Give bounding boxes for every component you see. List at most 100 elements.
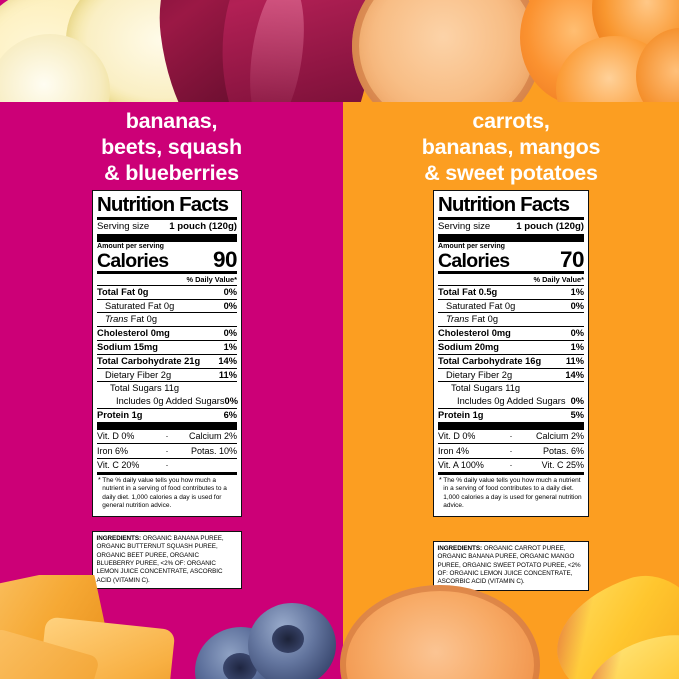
separator-dot: · — [165, 445, 169, 456]
serving-size-value: 1 pouch (120g) — [516, 221, 584, 232]
vitamin-left: Vit. D 0% — [438, 431, 476, 442]
nutrient-row: Dietary Fiber 2g 11% — [97, 369, 237, 382]
vitamin-left: Vit. A 100% — [438, 459, 484, 470]
nutrient-dv: 5% — [570, 409, 584, 420]
blueberry-crown — [272, 625, 304, 653]
vitamin-right: Calcium 2% — [535, 431, 584, 442]
nutrient-label: Trans Fat 0g — [446, 314, 499, 325]
flavor-title-line: & blueberries — [104, 161, 239, 186]
nutrient-row: Total Fat 0.5g 1% — [438, 286, 584, 299]
separator-dot: · — [509, 445, 513, 456]
vitamin-right: Vit. C 25% — [541, 459, 584, 470]
daily-value-header: % Daily Value* — [533, 275, 584, 285]
nutrient-row: Trans Fat 0g — [97, 313, 237, 326]
top-food-photo-strip — [0, 0, 679, 102]
calories-label: Calories — [97, 249, 169, 272]
nutrient-label: Includes 0g Added Sugars — [457, 396, 566, 407]
calories-row: Calories 70 — [438, 246, 585, 272]
vitamin-left: Iron 6% — [97, 445, 129, 456]
nutrient-dv: 1% — [570, 342, 584, 353]
nutrient-dv: 1% — [570, 286, 584, 297]
nutrient-label: Cholesterol 0mg — [97, 328, 170, 339]
right-ingredients-box: INGREDIENTS: ORGANIC CARROT PUREE, ORGAN… — [433, 541, 589, 591]
nutrient-row: Total Carbohydrate 21g 14% — [97, 355, 237, 368]
flavor-title-line: carrots, — [472, 109, 550, 133]
nutrient-label: Includes 0g Added Sugars — [116, 396, 225, 407]
separator-dot: · — [509, 459, 513, 470]
calories-label: Calories — [438, 249, 510, 272]
nutrient-row: Trans Fat 0g — [438, 313, 584, 326]
nutrient-dv: 0% — [570, 300, 584, 311]
nutrient-label: Total Sugars 11g — [451, 383, 521, 394]
nutrient-dv: 11% — [218, 369, 237, 380]
nutrient-label: Dietary Fiber 2g — [446, 369, 513, 380]
sweet-potato-skin-rim — [352, 0, 542, 102]
vitamin-row: Vit. D 0% · Calcium 2% — [438, 430, 584, 443]
vitamin-row: Iron 4% · Potas. 6% — [438, 444, 584, 457]
nutrient-row: Saturated Fat 0g 0% — [438, 300, 584, 313]
nutrient-row: Total Fat 0g 0% — [97, 286, 237, 299]
flavor-title-line: bananas, mangos — [421, 135, 601, 160]
nutrient-label: Total Sugars 11g — [110, 383, 180, 394]
serving-size-row: Serving size 1 pouch (120g) — [438, 220, 584, 234]
flavor-title-line: bananas, — [125, 109, 218, 133]
nutrient-dv: 0% — [570, 328, 584, 339]
calories-row: Calories 90 — [97, 246, 238, 272]
nutrient-row: Cholesterol 0mg 0% — [438, 327, 584, 340]
nutrition-facts-title: Nutrition Facts — [438, 193, 570, 216]
footnote-asterisk: * — [439, 476, 442, 484]
left-nutrition-facts-label: Nutrition Facts Serving size 1 pouch (12… — [92, 190, 242, 518]
nutrient-row: Sodium 20mg 1% — [438, 341, 584, 354]
vitamin-right: Potas. 10% — [190, 445, 237, 456]
separator-dot: · — [165, 431, 169, 442]
nutrient-dv: 0% — [223, 300, 237, 311]
nutrient-row: Saturated Fat 0g 0% — [97, 300, 237, 313]
nutrient-label: Saturated Fat 0g — [105, 300, 175, 311]
ingredients-text: ORGANIC CARROT PUREE, ORGANIC BANANA PUR… — [437, 545, 581, 586]
bottom-food-photo-strip — [0, 575, 679, 679]
nutrient-label: Cholesterol 0mg — [438, 328, 511, 339]
nutrient-label: Total Fat 0.5g — [438, 286, 498, 297]
nutrient-dv: 0% — [223, 328, 237, 339]
nutrient-row: Sodium 15mg 1% — [97, 341, 237, 354]
flavor-title-line: & sweet potatoes — [424, 161, 598, 186]
serving-size-row: Serving size 1 pouch (120g) — [97, 220, 237, 234]
nutrient-label: Sodium 15mg — [97, 342, 158, 353]
separator-dot: · — [509, 431, 513, 442]
vitamin-right: Calcium 2% — [188, 431, 237, 442]
ingredients-text: ORGANIC BANANA PUREE, ORGANIC BUTTERNUT … — [96, 535, 224, 584]
nutrition-facts-title: Nutrition Facts — [97, 193, 229, 216]
right-flavor-title: carrots, bananas, mangos & sweet potatoe… — [343, 108, 679, 187]
nutrient-label: Protein 1g — [97, 409, 143, 420]
sweet-potato-skin-rim — [340, 585, 540, 679]
nutrient-row: Total Carbohydrate 16g 11% — [438, 355, 584, 368]
vitamin-row: Iron 6% · Potas. 10% — [97, 444, 237, 457]
vitamin-left: Iron 4% — [438, 445, 470, 456]
nutrient-label: Protein 1g — [438, 409, 484, 420]
footnote-text: The % daily value tells you how much a n… — [102, 476, 227, 509]
daily-value-footnote: * The % daily value tells you how much a… — [97, 475, 237, 513]
amount-per-serving-label: Amount per serving — [438, 241, 506, 250]
left-flavor-title: bananas, beets, squash & blueberries — [0, 108, 343, 187]
calories-value: 70 — [559, 246, 585, 272]
nutrient-dv: 14% — [565, 369, 584, 380]
nutrient-row: Total Sugars 11g — [438, 382, 584, 395]
vitamin-right: Potas. 6% — [542, 445, 584, 456]
left-ingredients-box: INGREDIENTS: ORGANIC BANANA PUREE, ORGAN… — [92, 531, 242, 590]
vitamin-left: Vit. C 20% — [97, 459, 140, 470]
trans-italic: Trans — [105, 314, 129, 325]
nutrient-dv: 1% — [223, 342, 237, 353]
ingredients-heading: INGREDIENTS: — [96, 535, 142, 542]
nutrient-label: Total Carbohydrate 21g — [97, 355, 201, 366]
nutrient-label: Sodium 20mg — [438, 342, 499, 353]
vitamin-row: Vit. C 20% · — [97, 459, 237, 472]
nutrient-label: Total Fat 0g — [97, 286, 149, 297]
serving-size-value: 1 pouch (120g) — [169, 221, 237, 232]
separator-dot: · — [165, 459, 169, 470]
flavor-title-line: beets, squash — [101, 135, 242, 160]
right-nutrition-facts-label: Nutrition Facts Serving size 1 pouch (12… — [433, 190, 589, 518]
calories-value: 90 — [212, 246, 238, 272]
daily-value-header: % Daily Value* — [186, 275, 237, 285]
nutrient-label: Trans Fat 0g — [105, 314, 158, 325]
